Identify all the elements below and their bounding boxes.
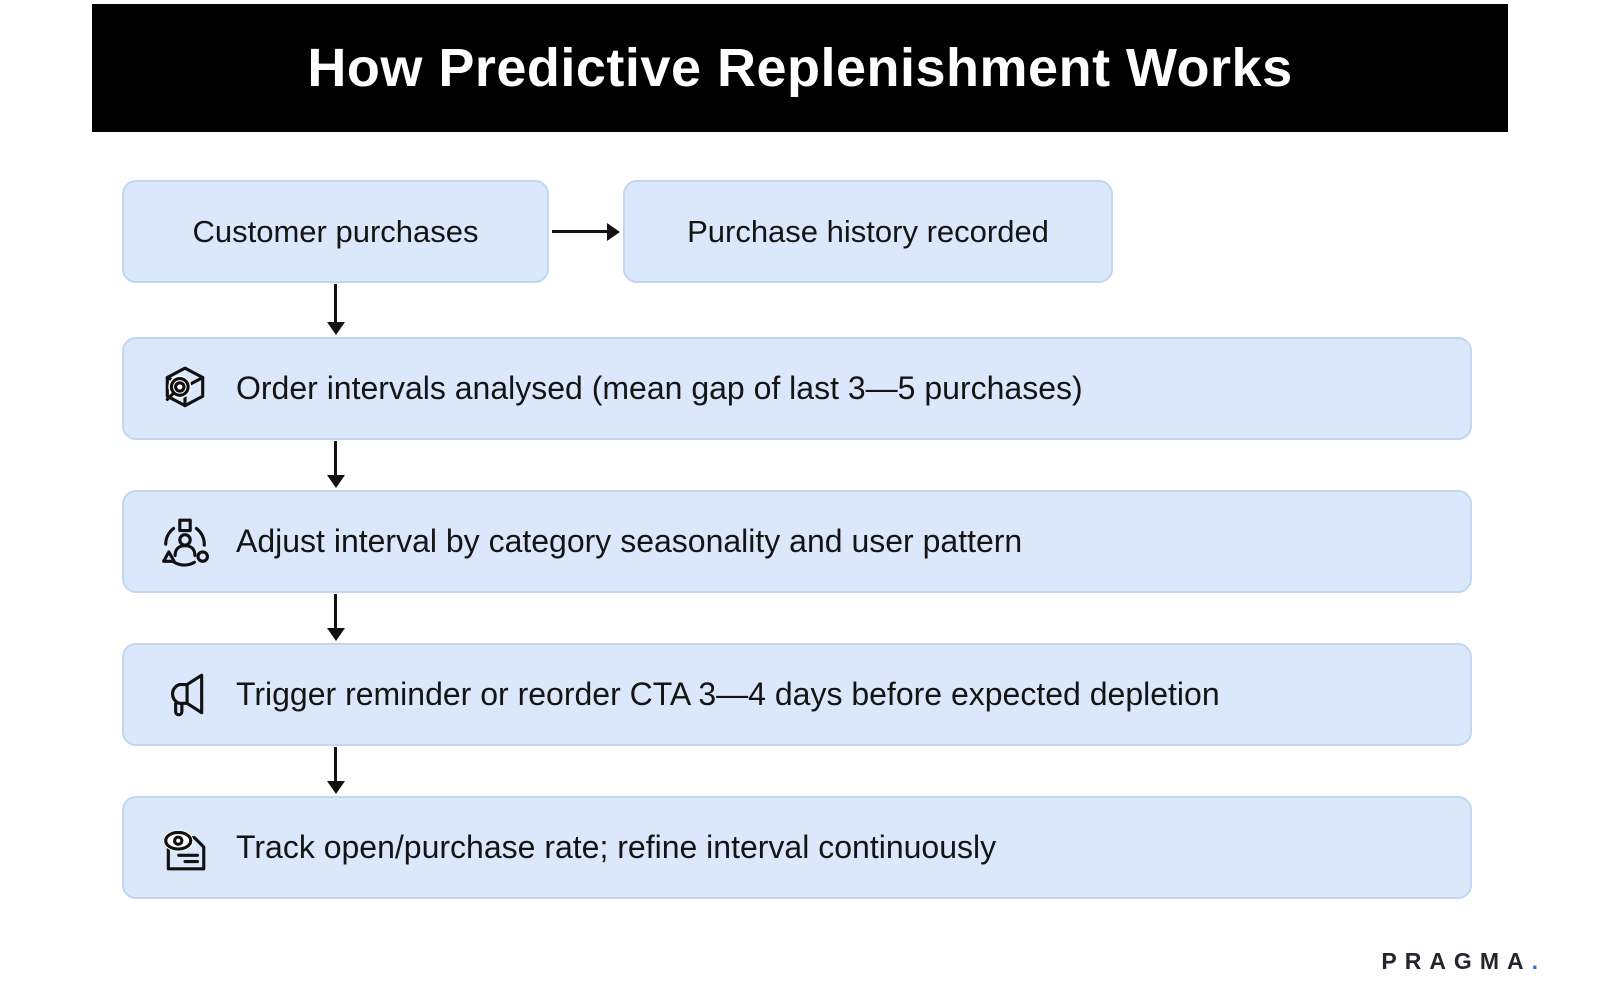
arrow-right [552,230,608,233]
brand-dot: . [1531,948,1538,974]
flow-node-purchase-history: Purchase history recorded [623,180,1113,283]
flow-step-label: Adjust interval by category seasonality … [236,523,1023,559]
megaphone-icon [160,670,210,720]
arrow-down [334,284,337,324]
flow-node-customer-purchases: Customer purchases [122,180,549,283]
flow-step-label: Trigger reminder or reorder CTA 3—4 days… [236,676,1220,712]
arrow-down [334,747,337,783]
title-banner: How Predictive Replenishment Works [92,4,1508,132]
flow-step-order-intervals: Order intervals analysed (mean gap of la… [122,337,1472,440]
flow-step-adjust-interval: Adjust interval by category seasonality … [122,490,1472,593]
flow-step-trigger-reminder: Trigger reminder or reorder CTA 3—4 days… [122,643,1472,746]
flow-step-label: Order intervals analysed (mean gap of la… [236,370,1083,406]
user-segments-icon [160,517,210,567]
arrow-down [334,441,337,477]
eye-document-icon [160,823,210,873]
flow-step-track-refine: Track open/purchase rate; refine interva… [122,796,1472,899]
flow-node-label: Purchase history recorded [687,213,1049,249]
flow-step-label: Track open/purchase rate; refine interva… [236,829,997,865]
brand-name: PRAGMA [1381,948,1532,974]
package-search-icon [160,364,210,414]
flow-node-label: Customer purchases [192,213,479,249]
page-title: How Predictive Replenishment Works [307,38,1293,98]
arrow-down [334,594,337,630]
brand-logo: PRAGMA. [1381,948,1538,975]
